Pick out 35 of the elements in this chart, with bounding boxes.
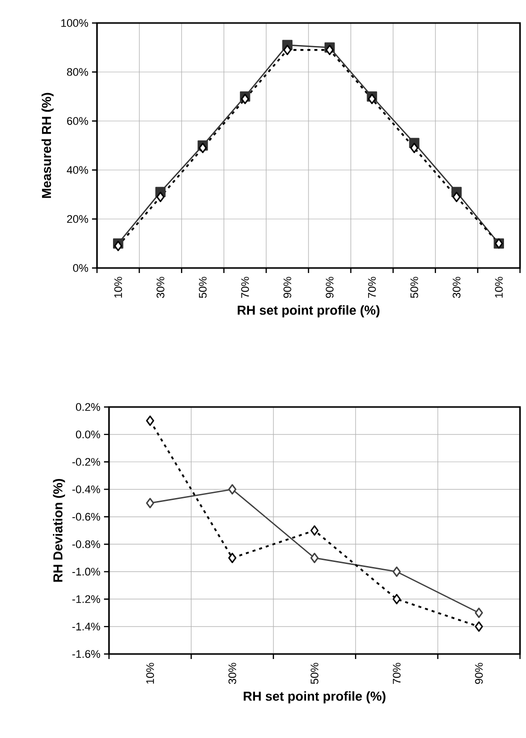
- y-tick-label: 0.2%: [76, 403, 100, 411]
- x-tick-label: 90%: [326, 276, 334, 298]
- x-tick-label: 50%: [198, 276, 207, 298]
- y-tick-label: 80%: [67, 68, 88, 76]
- y-tick-label: -1.0%: [72, 568, 100, 576]
- y-tick-label: 60%: [67, 117, 88, 125]
- y-tick-label: -0.4%: [72, 485, 100, 494]
- x-tick-label: 30%: [228, 662, 236, 684]
- y-tick-label: 40%: [66, 166, 88, 174]
- y-tick-label: 0.0%: [76, 430, 100, 438]
- x-tick-label: 30%: [452, 276, 460, 298]
- y-axis-title: Measured RH (%): [42, 92, 54, 198]
- y-tick-label: -0.2%: [72, 458, 100, 466]
- x-tick-label: 10%: [146, 662, 154, 684]
- x-tick-label: 90%: [475, 662, 483, 684]
- y-tick-label: 20%: [67, 215, 88, 223]
- y-axis-title: RH Deviation (%): [52, 478, 66, 582]
- x-tick-label: 90%: [283, 276, 292, 298]
- y-tick-label: 0%: [73, 264, 88, 272]
- x-tick-label: 50%: [410, 276, 418, 298]
- x-axis-title: RH set point profile (%): [244, 691, 386, 704]
- x-tick-label: 10%: [114, 276, 122, 298]
- y-tick-label: -1.2%: [72, 595, 100, 603]
- x-tick-label: 10%: [494, 276, 503, 298]
- x-axis-title: RH set point profile (%): [238, 305, 380, 318]
- x-tick-label: 30%: [156, 276, 164, 298]
- x-tick-label: 50%: [310, 662, 318, 684]
- y-tick-label: -1.4%: [72, 622, 100, 630]
- x-tick-label: 70%: [368, 276, 376, 298]
- y-tick-label: -1.6%: [72, 650, 100, 658]
- y-tick-label: 100%: [61, 19, 88, 27]
- x-tick-label: 70%: [241, 276, 249, 298]
- x-tick-label: 70%: [392, 662, 401, 684]
- y-tick-label: -0.6%: [72, 512, 100, 521]
- y-tick-label: -0.8%: [72, 540, 100, 548]
